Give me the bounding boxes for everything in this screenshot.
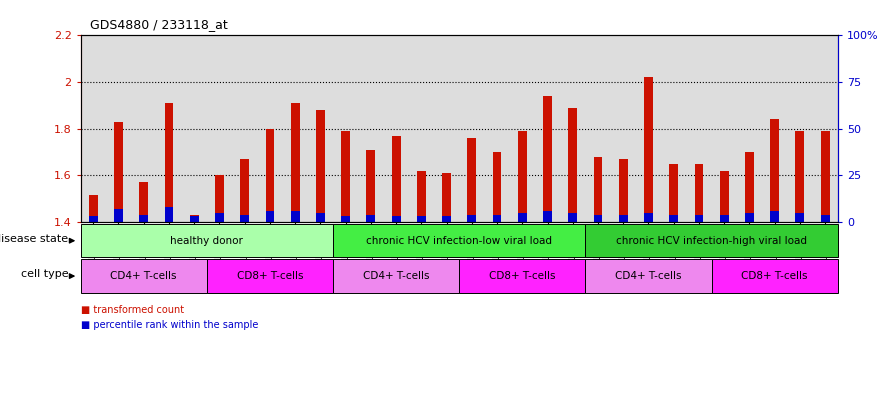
Bar <box>468 215 477 222</box>
Bar <box>518 213 527 222</box>
Bar <box>265 129 274 222</box>
Bar <box>719 215 728 222</box>
Bar <box>265 211 274 222</box>
Bar <box>417 171 426 222</box>
Bar <box>543 211 552 222</box>
Bar <box>745 213 754 222</box>
Bar <box>771 119 780 222</box>
Bar <box>442 173 451 222</box>
Text: chronic HCV infection-high viral load: chronic HCV infection-high viral load <box>616 236 807 246</box>
Text: disease state: disease state <box>0 234 68 244</box>
Bar <box>316 110 325 222</box>
Bar <box>240 215 249 222</box>
Bar <box>518 131 527 222</box>
Bar <box>568 213 577 222</box>
Bar <box>593 215 602 222</box>
Text: CD8+ T-cells: CD8+ T-cells <box>741 271 808 281</box>
Text: CD4+ T-cells: CD4+ T-cells <box>616 271 682 281</box>
Bar <box>139 215 148 222</box>
Bar <box>366 215 375 222</box>
Text: ■ percentile rank within the sample: ■ percentile rank within the sample <box>81 320 258 330</box>
Bar <box>468 138 477 222</box>
Bar <box>745 152 754 222</box>
Bar <box>669 215 678 222</box>
Bar <box>240 159 249 222</box>
Bar <box>316 213 325 222</box>
Text: chronic HCV infection-low viral load: chronic HCV infection-low viral load <box>366 236 552 246</box>
Bar <box>165 207 174 222</box>
Bar <box>694 215 703 222</box>
Bar <box>771 211 780 222</box>
Bar <box>114 122 123 222</box>
Bar <box>543 96 552 222</box>
Bar <box>89 217 98 222</box>
Bar <box>568 108 577 222</box>
Bar <box>644 77 653 222</box>
Bar <box>619 215 628 222</box>
Bar <box>442 217 451 222</box>
Text: cell type: cell type <box>21 270 68 279</box>
Bar <box>694 164 703 222</box>
Bar <box>190 215 199 222</box>
Bar <box>341 217 350 222</box>
Bar <box>366 150 375 222</box>
Bar <box>821 215 830 222</box>
Bar <box>215 213 224 222</box>
Bar <box>669 164 678 222</box>
Bar <box>644 213 653 222</box>
Bar <box>493 215 502 222</box>
Bar <box>215 175 224 222</box>
Bar <box>290 103 299 222</box>
Bar <box>165 103 174 222</box>
Bar <box>493 152 502 222</box>
Bar <box>619 159 628 222</box>
Text: CD4+ T-cells: CD4+ T-cells <box>110 271 177 281</box>
Bar <box>821 131 830 222</box>
Bar <box>796 131 805 222</box>
Bar <box>417 217 426 222</box>
Bar <box>719 171 728 222</box>
Bar <box>392 136 401 222</box>
Text: ■ transformed count: ■ transformed count <box>81 305 184 314</box>
Text: CD4+ T-cells: CD4+ T-cells <box>363 271 429 281</box>
Bar <box>114 209 123 222</box>
Bar <box>89 195 98 222</box>
Bar <box>290 211 299 222</box>
Bar <box>190 217 199 222</box>
Bar <box>341 131 350 222</box>
Bar <box>392 217 401 222</box>
Text: CD8+ T-cells: CD8+ T-cells <box>237 271 303 281</box>
Bar <box>139 182 148 222</box>
Text: GDS4880 / 233118_at: GDS4880 / 233118_at <box>90 18 228 31</box>
Text: healthy donor: healthy donor <box>170 236 244 246</box>
Bar <box>796 213 805 222</box>
Text: CD8+ T-cells: CD8+ T-cells <box>489 271 556 281</box>
Bar <box>593 157 602 222</box>
